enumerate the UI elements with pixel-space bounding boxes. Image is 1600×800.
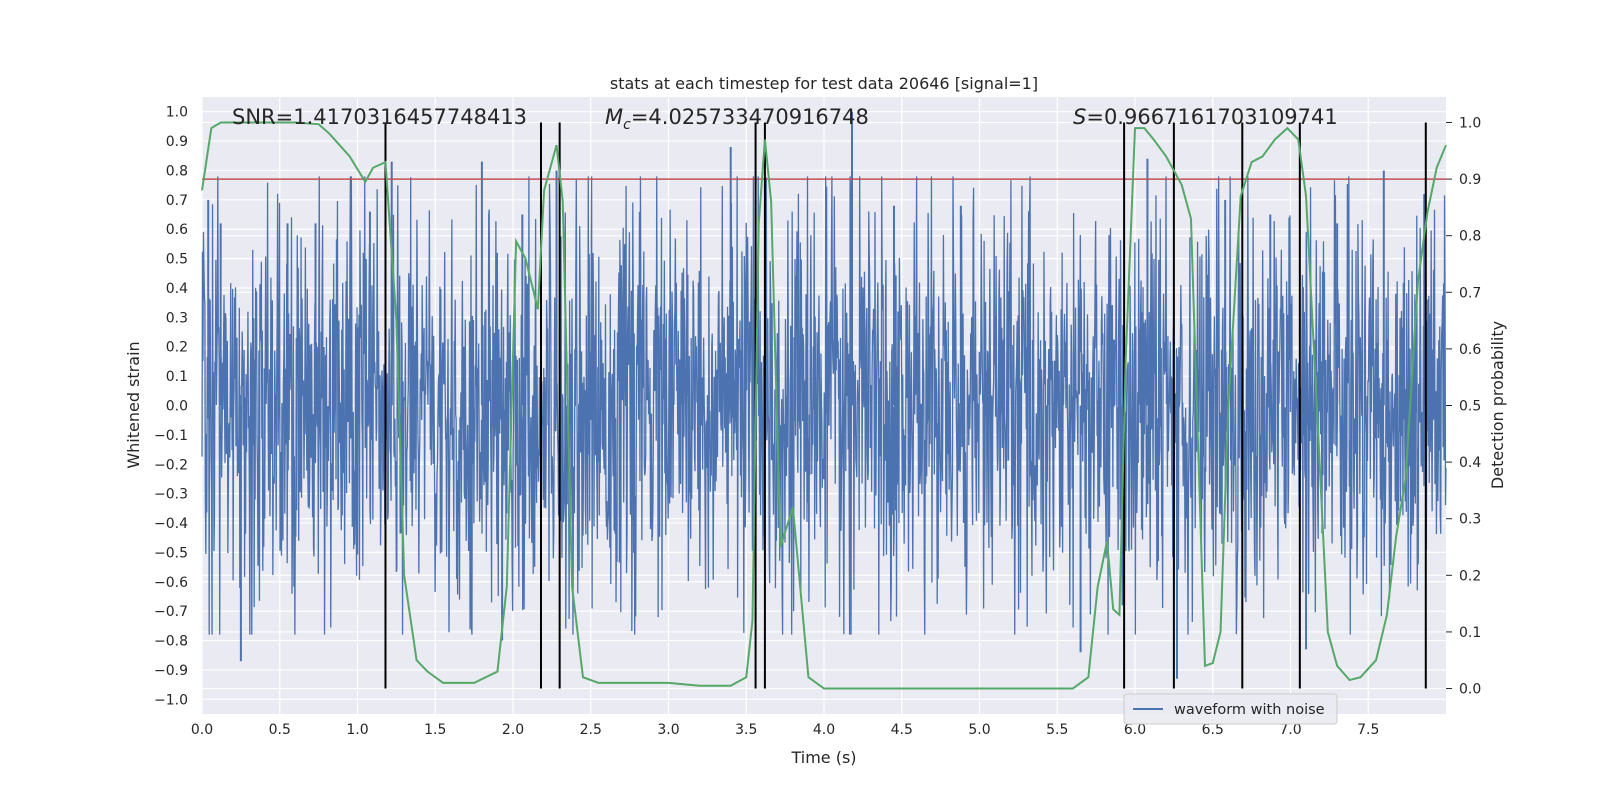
y-left-tick-label: −0.4 <box>154 516 188 532</box>
x-tick-label: 6.0 <box>1124 722 1146 738</box>
y-left-tick-label: 0.5 <box>166 252 188 268</box>
x-tick-label: 7.5 <box>1357 722 1379 738</box>
s-annotation: S=0.9667161703109741 <box>1073 105 1338 129</box>
y-left-tick-label: −0.2 <box>154 457 188 473</box>
y-left-tick-label: −0.9 <box>154 663 188 679</box>
legend-label-waveform: waveform with noise <box>1174 702 1325 718</box>
legend: waveform with noise <box>1123 693 1338 725</box>
y-left-tick-label: 1.0 <box>166 105 188 121</box>
y-left-tick-label: 0.2 <box>166 340 188 356</box>
y-axis-label-right: Detection probability <box>1488 321 1507 489</box>
x-axis-label: Time (s) <box>790 748 856 767</box>
y-right-tick-label: 0.8 <box>1459 229 1481 245</box>
snr-annotation: SNR=1.4170316457748413 <box>232 105 527 129</box>
y-left-tick-label: 0.4 <box>166 281 188 297</box>
x-tick-label: 7.0 <box>1279 722 1301 738</box>
y-right-tick-label: 0.2 <box>1459 568 1481 584</box>
chirp-mass-subscript: c <box>623 117 631 133</box>
y-left-tick-label: −0.8 <box>154 634 188 650</box>
x-tick-label: 4.5 <box>891 722 913 738</box>
y-left-tick-label: 0.8 <box>166 163 188 179</box>
x-tick-label: 6.5 <box>1202 722 1224 738</box>
y-right-tick-label: 0.1 <box>1459 625 1481 641</box>
y-left-tick-label: −0.5 <box>154 545 188 561</box>
x-tick-label: 5.0 <box>968 722 990 738</box>
y-right-tick-label: 0.6 <box>1459 342 1481 358</box>
y-right-tick-label: 0.5 <box>1459 399 1481 415</box>
x-tick-label: 0.0 <box>191 722 213 738</box>
chart-title: stats at each timestep for test data 206… <box>610 74 1038 93</box>
x-tick-label: 1.5 <box>424 722 446 738</box>
detection-probability-line <box>201 121 1447 690</box>
x-tick-label: 0.5 <box>269 722 291 738</box>
y-left-tick-label: −0.6 <box>154 575 188 591</box>
y-right-tick-label: 1.0 <box>1459 115 1481 131</box>
x-tick-label: 3.5 <box>735 722 757 738</box>
y-left-tick-label: 0.1 <box>166 369 188 385</box>
x-tick-label: 1.0 <box>346 722 368 738</box>
chirp-mass-annotation: Mc=4.025733470916748 <box>605 105 869 133</box>
y-right-tick-label: 0.0 <box>1459 682 1481 698</box>
y-right-tick-label: 0.9 <box>1459 172 1481 188</box>
chirp-mass-symbol: M <box>605 105 623 129</box>
axis-ticks: 0.0 0.5 1.0 1.5 2.0 2.5 3.0 3.5 4.0 4.5 5.0 5.5 6.0 6… <box>154 105 1481 738</box>
y-left-tick-label: 0.0 <box>166 399 188 415</box>
s-value: =0.9667161703109741 <box>1086 105 1337 129</box>
y-right-tick-label: 0.3 <box>1459 512 1481 528</box>
legend-box <box>1123 693 1338 725</box>
y-left-tick-label: 0.7 <box>166 193 188 209</box>
x-tick-label: 4.0 <box>813 722 835 738</box>
y-left-tick-label: −0.3 <box>154 487 188 503</box>
y-left-tick-label: −1.0 <box>154 692 188 708</box>
y-left-tick-label: −0.1 <box>154 428 188 444</box>
y-left-tick-label: 0.9 <box>166 134 188 150</box>
y-left-tick-label: 0.6 <box>166 222 188 238</box>
y-right-tick-label: 0.4 <box>1459 455 1481 471</box>
x-tick-label: 2.5 <box>580 722 602 738</box>
chirp-mass-value: =4.025733470916748 <box>631 105 869 129</box>
x-tick-label: 5.5 <box>1046 722 1068 738</box>
y-axis-label-left: Whitened strain <box>124 341 143 468</box>
s-symbol: S <box>1073 105 1086 129</box>
y-right-tick-label: 0.7 <box>1459 285 1481 301</box>
x-tick-label: 3.0 <box>657 722 679 738</box>
x-tick-label: 2.0 <box>502 722 524 738</box>
y-left-tick-label: 0.3 <box>166 310 188 326</box>
y-left-tick-label: −0.7 <box>154 604 188 620</box>
